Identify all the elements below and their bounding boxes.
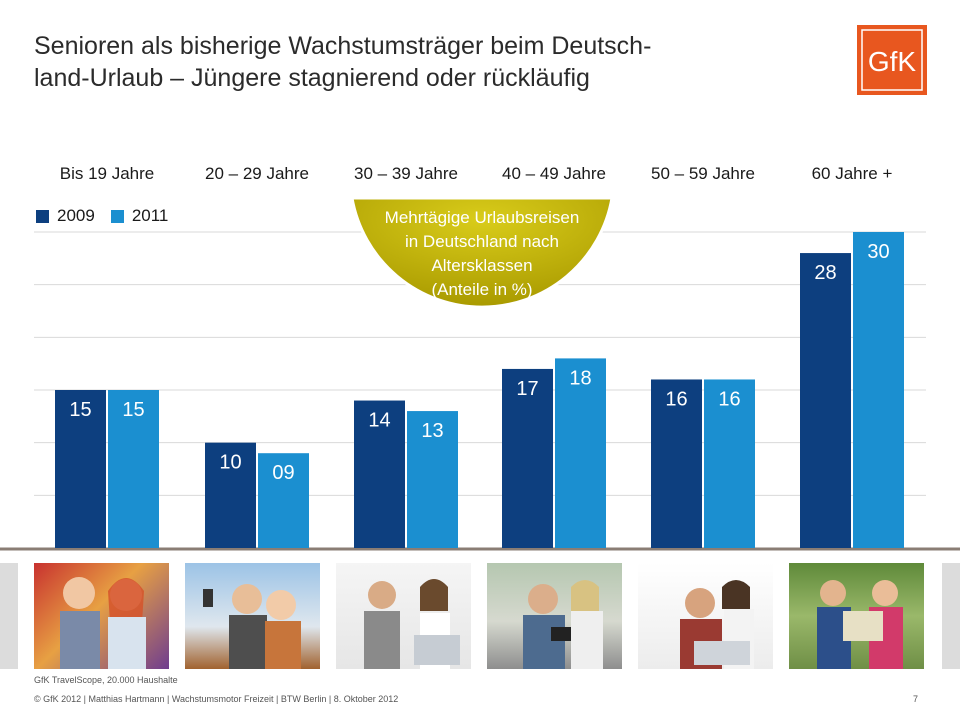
footer-text: © GfK 2012 | Matthias Hartmann | Wachstu… [34,694,399,704]
title-line-1: Senioren als bisherige Wachstumsträger b… [34,32,652,60]
legend-swatch-2011 [110,209,124,223]
badge-line-1: Mehrtägige Urlaubsreisen [384,208,580,227]
legend-swatch-2009 [36,209,49,223]
gfk-logo-icon: GfK [861,29,923,91]
teen-couple-photo [34,563,169,669]
senior-hikers-photo [789,563,924,669]
category-label-2: 30 – 39 Jahre [354,164,458,183]
badge-line-3: Altersklassen [431,256,533,275]
bar-2011-1 [258,453,309,548]
data-label-2011-0: 15 [122,399,144,421]
couple-camera-photo [487,563,622,669]
category-label-5: 60 Jahre + [811,164,893,183]
category-label-4: 50 – 59 Jahre [651,164,755,183]
svg-text:GfK: GfK [868,46,917,77]
bar-2009-0 [55,390,106,548]
data-label-2009-3: 17 [516,378,538,400]
senior-hikers-photo-icon [817,580,903,669]
couple-laptop-photo [336,563,471,669]
bar-2009-3 [502,368,553,548]
photo-strip [0,563,960,671]
data-label-2009-2: 14 [368,410,390,432]
page-title: Senioren als bisherige Wachstumsträger b… [34,30,794,94]
legend-item-2009: 2009 [36,206,95,226]
data-label-2009-4: 16 [665,388,687,410]
young-couple-selfie-photo-icon [203,584,301,669]
couple-camera-photo-icon [523,580,603,669]
legend-label-2009: 2009 [57,206,95,225]
category-label-1: 20 – 29 Jahre [205,164,309,183]
bar-2009-2 [354,400,405,548]
data-label-2009-0: 15 [69,399,91,421]
data-label-2011-2: 13 [421,420,443,442]
gfk-logo: GfK [857,25,927,95]
page-number: 7 [912,694,918,704]
data-label-2009-5: 28 [814,262,836,284]
photo-strip-edge-right [942,563,960,669]
photo-strip-edge-left [0,563,18,669]
data-label-2011-1: 09 [272,462,294,484]
category-label-3: 40 – 49 Jahre [502,164,606,183]
legend: 2009 2011 [36,206,184,226]
badge-line-2: in Deutschland nach [404,232,560,251]
couple-laptop-photo-icon [364,579,460,669]
bar-2011-5 [853,232,904,548]
bar-2009-4 [651,379,702,548]
bar-2009-5 [800,253,851,549]
teen-couple-photo-icon [60,577,146,669]
bar-2009-1 [205,442,256,548]
senior-couple-laptop-photo [638,563,773,669]
senior-couple-laptop-photo-icon [680,580,754,669]
bar-2011-3 [555,358,606,548]
young-couple-selfie-photo [185,563,320,669]
bar-chart: 15 15 10 09 14 13 17 18 16 16 28 30 [0,231,960,551]
badge-text: Mehrtägige Urlaubsreisen in Deutschland … [340,206,624,302]
badge-shape [350,196,614,309]
data-label-2011-4: 16 [718,388,740,410]
source-note: GfK TravelScope, 20.000 Haushalte [34,675,178,685]
legend-label-2011: 2011 [131,206,169,225]
badge-line-4: (Anteile in %) [431,280,533,299]
bar-2011-4 [704,379,755,548]
category-label-0: Bis 19 Jahre [59,164,155,183]
legend-item-2011: 2011 [110,206,169,226]
data-label-2011-3: 18 [569,367,591,389]
data-label-2011-5: 30 [867,241,889,263]
bar-2011-2 [407,411,458,548]
title-line-2: land-Urlaub – Jüngere stagnierend oder r… [34,64,590,92]
bar-2011-0 [108,390,159,548]
data-label-2009-1: 10 [219,452,241,474]
